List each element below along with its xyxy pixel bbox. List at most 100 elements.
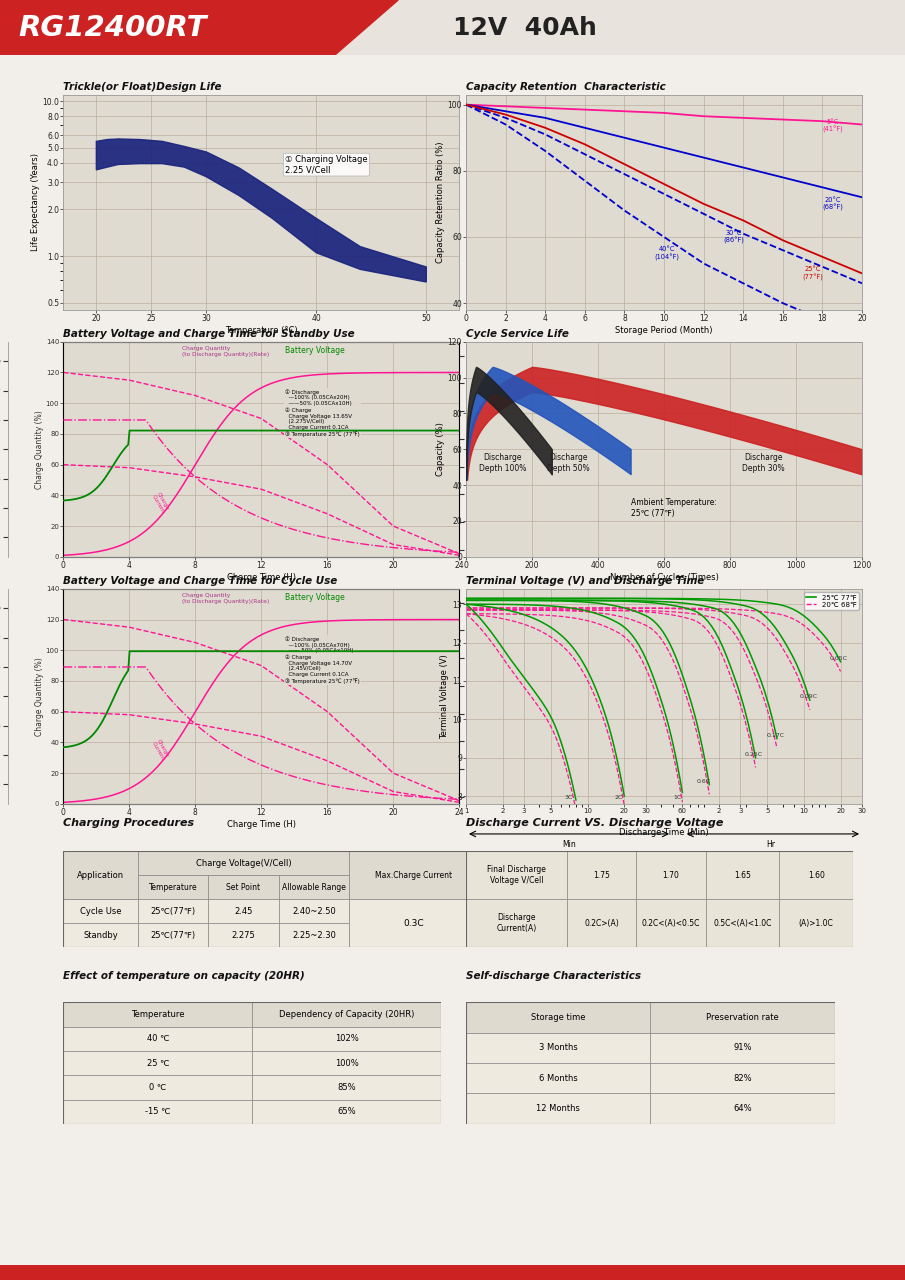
Text: 85%: 85%: [338, 1083, 356, 1092]
Text: 12 Months: 12 Months: [537, 1105, 580, 1114]
Y-axis label: Capacity Retention Ratio (%): Capacity Retention Ratio (%): [435, 142, 444, 262]
Bar: [208, 899, 279, 923]
Bar: [466, 1002, 651, 1033]
Polygon shape: [0, 0, 398, 55]
Text: 2.25~2.30: 2.25~2.30: [292, 931, 336, 940]
Text: Charge Quantity
(to Discharge Quantity)(Rate): Charge Quantity (to Discharge Quantity)(…: [182, 593, 270, 604]
Text: Max.Charge Current: Max.Charge Current: [375, 870, 452, 879]
Bar: [252, 1002, 442, 1027]
Text: 65%: 65%: [338, 1107, 356, 1116]
Text: Ambient Temperature:
25℃ (77℉): Ambient Temperature: 25℃ (77℉): [631, 498, 717, 517]
Text: 3C: 3C: [565, 795, 573, 800]
Bar: [349, 923, 478, 947]
Y-axis label: Life Expectancy (Years): Life Expectancy (Years): [31, 154, 40, 251]
Text: 2.40~2.50: 2.40~2.50: [292, 906, 336, 915]
Text: Battery Voltage: Battery Voltage: [285, 346, 345, 355]
Text: 1.60: 1.60: [808, 870, 824, 879]
Text: Allowable Range: Allowable Range: [281, 883, 346, 892]
Text: Charge
Current: Charge Current: [150, 492, 170, 515]
Bar: [138, 923, 208, 947]
Legend: 25℃ 77℉, 20℃ 68℉: 25℃ 77℉, 20℃ 68℉: [804, 593, 859, 609]
Text: 100%: 100%: [335, 1059, 358, 1068]
Text: 2C: 2C: [614, 795, 623, 800]
Bar: [63, 1100, 252, 1124]
Text: 5°C
(41°F): 5°C (41°F): [823, 119, 843, 133]
Y-axis label: Charge Quantity (%): Charge Quantity (%): [35, 410, 44, 489]
Bar: [349, 899, 478, 947]
X-axis label: Storage Period (Month): Storage Period (Month): [615, 325, 713, 334]
Y-axis label: Battery Voltage (V)/Per Cell: Battery Voltage (V)/Per Cell: [488, 402, 494, 497]
Bar: [138, 876, 208, 899]
Bar: [279, 876, 349, 899]
Text: Temperature: Temperature: [148, 883, 197, 892]
Text: 25 ℃: 25 ℃: [147, 1059, 169, 1068]
Text: Cycle Service Life: Cycle Service Life: [466, 329, 569, 339]
Text: Storage time: Storage time: [531, 1012, 586, 1021]
Text: 12V  40Ah: 12V 40Ah: [452, 15, 596, 40]
Bar: [636, 851, 706, 899]
Text: Charge Quantity
(to Discharge Quantity)(Rate): Charge Quantity (to Discharge Quantity)(…: [182, 346, 270, 357]
Bar: [252, 1027, 442, 1051]
Text: 1.65: 1.65: [734, 870, 751, 879]
Text: (A)>1.0C: (A)>1.0C: [799, 919, 834, 928]
Text: Charge
Current: Charge Current: [150, 739, 170, 762]
Text: Set Point: Set Point: [226, 883, 261, 892]
Text: Min: Min: [562, 840, 576, 849]
Text: 2.45: 2.45: [234, 906, 252, 915]
Text: 0.6C: 0.6C: [697, 778, 710, 783]
Text: Charge Voltage(V/Cell): Charge Voltage(V/Cell): [195, 859, 291, 868]
X-axis label: Discharge Time (Min): Discharge Time (Min): [619, 828, 709, 837]
Bar: [567, 899, 636, 947]
Text: RG12400RT: RG12400RT: [18, 14, 206, 41]
Text: Final Discharge
Voltage V/Cell: Final Discharge Voltage V/Cell: [487, 865, 546, 884]
Bar: [279, 923, 349, 947]
X-axis label: Charge Time (H): Charge Time (H): [227, 572, 296, 581]
Bar: [349, 899, 478, 923]
Bar: [252, 1051, 442, 1075]
Text: 30°C
(86°F): 30°C (86°F): [723, 230, 744, 244]
Text: 0.5C<(A)<1.0C: 0.5C<(A)<1.0C: [713, 919, 772, 928]
X-axis label: Temperature (°C): Temperature (°C): [225, 325, 298, 334]
Bar: [651, 1093, 834, 1124]
Text: 25℃(77℉): 25℃(77℉): [150, 906, 195, 915]
Bar: [651, 1062, 834, 1093]
Bar: [279, 899, 349, 923]
Bar: [208, 923, 279, 947]
Text: 20°C
(68°F): 20°C (68°F): [823, 197, 843, 211]
Text: Discharge
Current(A): Discharge Current(A): [496, 914, 537, 933]
Text: Dependency of Capacity (20HR): Dependency of Capacity (20HR): [279, 1010, 414, 1019]
Text: 0.17C: 0.17C: [767, 732, 785, 737]
Text: 0.2C>(A): 0.2C>(A): [584, 919, 619, 928]
Text: 91%: 91%: [733, 1043, 752, 1052]
Bar: [63, 899, 138, 923]
Bar: [779, 899, 853, 947]
Text: 82%: 82%: [733, 1074, 752, 1083]
Bar: [63, 876, 138, 899]
Bar: [651, 1002, 834, 1033]
Text: Battery Voltage and Charge Time for Cycle Use: Battery Voltage and Charge Time for Cycl…: [63, 576, 338, 586]
Text: Application: Application: [77, 870, 124, 879]
Text: 6 Months: 6 Months: [538, 1074, 577, 1083]
Bar: [466, 899, 567, 947]
Bar: [466, 851, 567, 899]
Bar: [279, 851, 349, 876]
Y-axis label: Charge Quantity (%): Charge Quantity (%): [35, 657, 44, 736]
Text: 25℃(77℉): 25℃(77℉): [150, 931, 195, 940]
Text: ① Charging Voltage
2.25 V/Cell: ① Charging Voltage 2.25 V/Cell: [285, 155, 367, 174]
Text: 64%: 64%: [733, 1105, 752, 1114]
Text: 2.275: 2.275: [232, 931, 255, 940]
Bar: [466, 1033, 651, 1062]
Bar: [63, 1051, 252, 1075]
Text: Effect of temperature on capacity (20HR): Effect of temperature on capacity (20HR): [63, 972, 305, 982]
Text: Cycle Use: Cycle Use: [80, 906, 121, 915]
Text: 0.09C: 0.09C: [799, 694, 817, 699]
Text: Temperature: Temperature: [131, 1010, 185, 1019]
Bar: [138, 899, 208, 923]
Text: Discharge
Depth 100%: Discharge Depth 100%: [479, 453, 526, 472]
Text: 0 ℃: 0 ℃: [149, 1083, 167, 1092]
Bar: [208, 876, 279, 899]
Bar: [63, 1027, 252, 1051]
Bar: [779, 851, 853, 899]
Text: 1C: 1C: [673, 795, 681, 800]
Text: 1.75: 1.75: [593, 870, 610, 879]
